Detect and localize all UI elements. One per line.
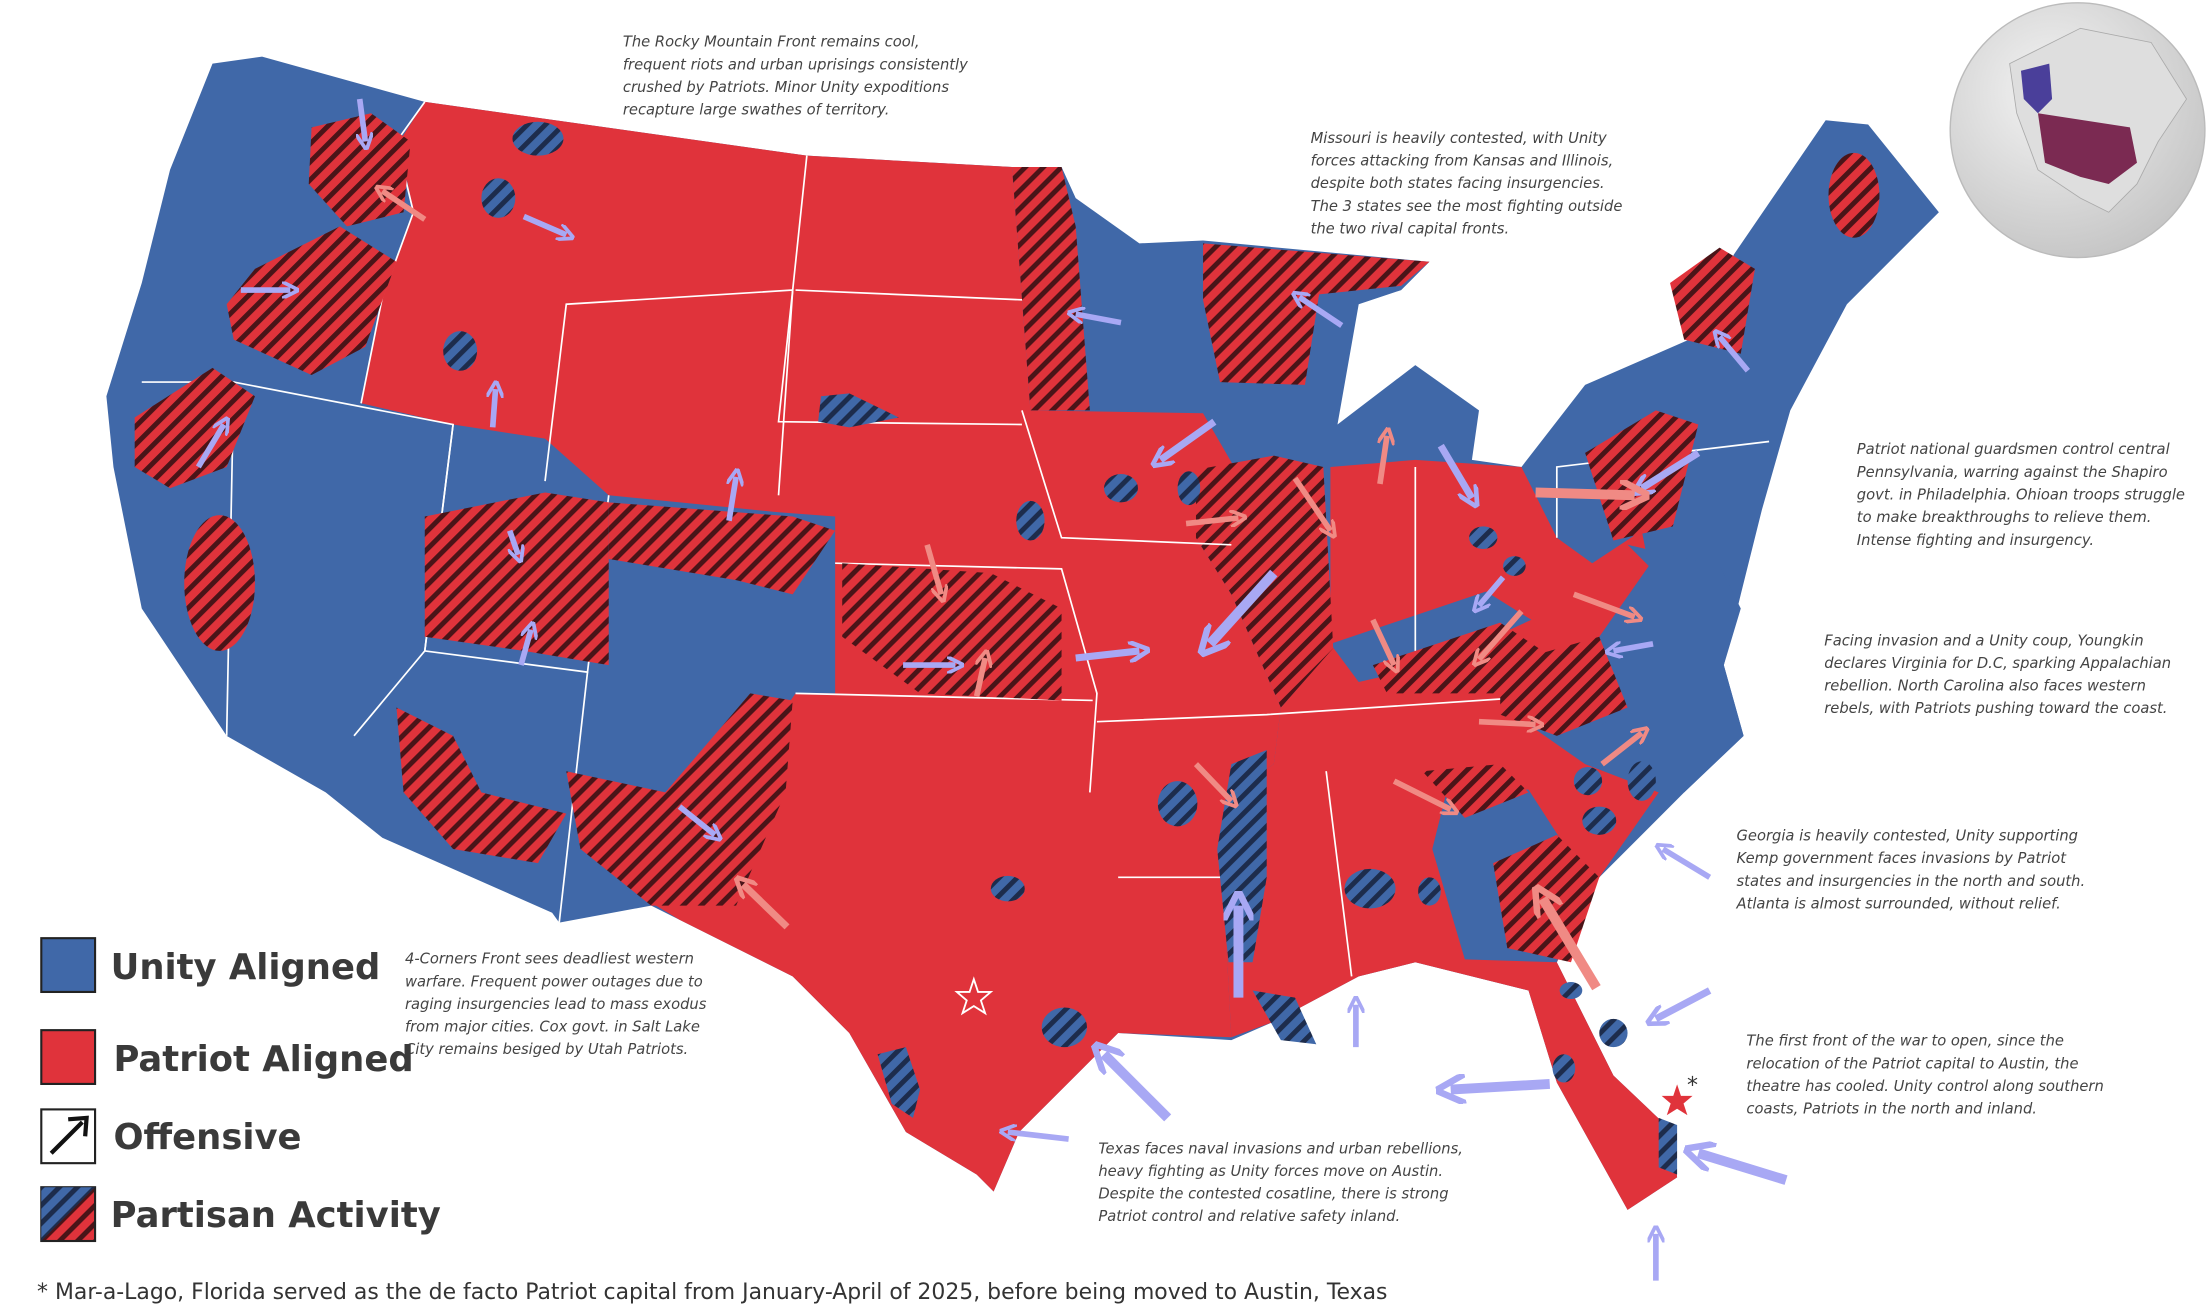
offensive-arrow <box>195 425 223 469</box>
mar-a-lago-asterisk: * <box>1687 1073 1698 1098</box>
offensive-arrow <box>677 804 714 835</box>
legend-label-partisan: Partisan Activity <box>111 1195 441 1236</box>
offensive-arrow <box>1543 899 1601 991</box>
offensive-arrow <box>518 630 531 666</box>
offensive-arrow <box>1210 569 1278 644</box>
offensive-arrow <box>1663 849 1712 880</box>
offensive-arrow <box>382 191 427 222</box>
offensive-arrow <box>1299 297 1344 328</box>
offensive-arrow <box>1720 337 1751 373</box>
offensive-arrow <box>1185 518 1238 524</box>
annotation-pennsylvania: Patriot national guardsmen control centr… <box>1857 441 2190 549</box>
globe-inset <box>1949 2 2206 259</box>
legend-label-patriot: Patriot Aligned <box>113 1039 413 1080</box>
offensive-arrow <box>1572 591 1635 617</box>
partisan-zones-patriot <box>134 113 1880 963</box>
unity-offensive-arrows <box>195 98 1788 1281</box>
offensive-arrow <box>1479 609 1524 659</box>
offensive-arrow-icon <box>49 1115 89 1155</box>
globe-us-highlight <box>2037 113 2137 184</box>
legend-swatch-unity <box>40 937 97 994</box>
offensive-arrow <box>973 658 985 697</box>
legend-label-unity: Unity Aligned <box>111 947 381 988</box>
offensive-arrow <box>726 477 736 522</box>
offensive-arrow <box>1075 651 1140 658</box>
offensive-arrow <box>1292 476 1330 530</box>
annotation-missouri: Missouri is heavily contested, with Unit… <box>1311 130 1628 238</box>
offensive-arrow <box>743 884 790 930</box>
offensive-arrow <box>1076 314 1122 326</box>
offensive-arrow <box>1600 733 1642 767</box>
offensive-arrow <box>1392 778 1451 809</box>
footnote: * Mar-a-Lago, Florida served as the de f… <box>37 1280 1387 1305</box>
offensive-arrow <box>1008 1132 1069 1142</box>
legend-label-offensive: Offensive <box>113 1117 301 1158</box>
offensive-arrow <box>1479 575 1506 605</box>
annotation-texas: Texas faces naval invasions and urban re… <box>1098 1140 1467 1225</box>
offensive-arrow <box>493 389 496 428</box>
annotation-georgia: Georgia is heavily contested, Unity supp… <box>1736 828 2090 913</box>
offensive-arrow <box>360 98 366 141</box>
offensive-arrow <box>1104 1054 1172 1122</box>
michigan-up-contested <box>1203 243 1430 385</box>
offensive-arrow <box>1698 1153 1788 1185</box>
offensive-arrow <box>507 529 518 555</box>
offensive-arrow <box>1377 436 1387 485</box>
offensive-arrow <box>1161 418 1217 460</box>
annotation-virginia: Facing invasion and a Unity coup, Youngk… <box>1824 632 2175 717</box>
legend-swatch-patriot <box>40 1029 97 1085</box>
offensive-arrow <box>1535 492 1635 495</box>
offensive-arrow <box>522 213 566 235</box>
offensive-arrow <box>1656 987 1712 1019</box>
globe-unity-northwest <box>2020 63 2053 114</box>
offensive-arrow <box>1478 722 1536 725</box>
offensive-arrow <box>1370 618 1394 665</box>
offensive-arrow <box>924 544 941 595</box>
mar-a-lago-star-icon <box>1658 1080 1696 1118</box>
offensive-arrow <box>1613 641 1654 651</box>
patriot-offensive-arrows <box>382 191 1642 991</box>
austin-capital-star-icon <box>954 976 994 1016</box>
offensive-arrow <box>1193 762 1231 801</box>
offensive-arrow <box>1451 1084 1551 1090</box>
legend: Unity Aligned Patriot Aligned Offensive … <box>40 937 441 1243</box>
patriot-west-central-block <box>361 101 1281 1192</box>
annotation-four-corners: 4-Corners Front sees deadliest western w… <box>405 951 711 1059</box>
offensive-arrow <box>1437 443 1472 498</box>
offensive-arrow <box>1642 449 1701 488</box>
annotation-florida: The first front of the war to open, sinc… <box>1746 1033 2108 1118</box>
annotation-rocky-mountain: The Rocky Mountain Front remains cool, f… <box>623 34 973 119</box>
